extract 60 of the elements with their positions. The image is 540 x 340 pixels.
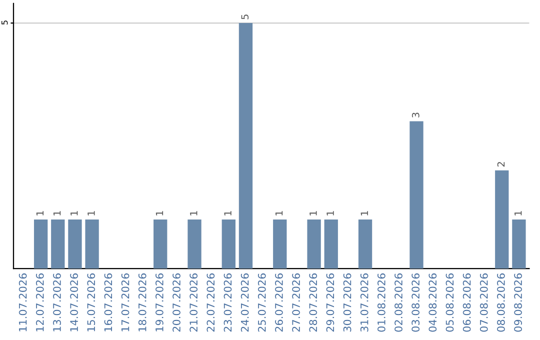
x-tick-label: 23.07.2026 [224,273,232,332]
bar [51,219,65,269]
x-tick-label: 01.08.2026 [377,273,386,332]
data-label: 1 [514,211,522,216]
x-tick-label: 06.08.2026 [462,273,471,332]
x-tick-label: 12.07.2026 [36,273,44,332]
data-label: 2 [497,162,505,167]
x-tick-label: 05.08.2026 [446,273,454,332]
x-tick-label: 24.07.2026 [240,273,249,332]
x-tick-label: 31.07.2026 [360,273,368,332]
x-tick-label: 22.07.2026 [206,273,215,332]
bar [512,219,526,269]
x-tick-label: 14.07.2026 [70,273,78,332]
data-label: 5 [241,14,249,20]
x-tick-label: 07.08.2026 [480,273,488,332]
x-tick-label: 08.08.2026 [497,273,505,332]
x-tick-label: 15.07.2026 [87,273,96,332]
x-tick-label: 03.08.2026 [412,273,420,332]
x-tick-label: 18.07.2026 [138,273,146,332]
x-tick-label: 25.07.2026 [258,273,266,332]
data-label: 1 [156,211,164,216]
bar [410,121,424,269]
x-tick-label: 13.07.2026 [53,273,61,332]
data-label: 1 [70,211,78,216]
data-label: 1 [190,211,198,216]
bar [188,219,202,269]
data-label: 1 [88,211,95,216]
x-tick-label: 16.07.2026 [104,273,112,332]
x-tick-label: 27.07.2026 [292,273,300,332]
x-tick-label: 09.08.2026 [514,273,522,332]
data-label: 1 [36,211,44,216]
x-tick-label: 30.07.2026 [343,273,352,332]
data-label: 1 [360,211,368,216]
bar [34,219,48,269]
x-tick-label: 02.08.2026 [394,273,402,332]
bar [495,170,509,269]
bar [273,219,287,269]
bar [222,219,236,269]
bar [154,219,168,269]
bar [238,23,253,269]
data-label: 3 [412,112,420,118]
data-label: 1 [310,211,317,216]
x-tick-label: 11.07.2026 [18,273,27,332]
x-tick-label: 17.07.2026 [121,273,130,332]
bar [307,219,321,269]
bar [324,219,338,269]
data-label: 1 [275,211,283,216]
data-label: 1 [326,211,334,216]
x-tick-label: 29.07.2026 [326,273,334,332]
x-tick-label: 19.07.2026 [156,273,164,332]
bar [358,219,372,269]
x-tick-label: 04.08.2026 [428,273,437,332]
data-label: 1 [224,211,232,216]
bar [68,219,82,269]
x-tick-label: 20.07.2026 [172,273,180,332]
bar [85,219,99,269]
data-label: 1 [53,211,61,216]
x-tick-label: 26.07.2026 [275,273,283,332]
x-tick-label: 28.07.2026 [309,273,318,332]
x-tick-label: 21.07.2026 [190,273,198,332]
